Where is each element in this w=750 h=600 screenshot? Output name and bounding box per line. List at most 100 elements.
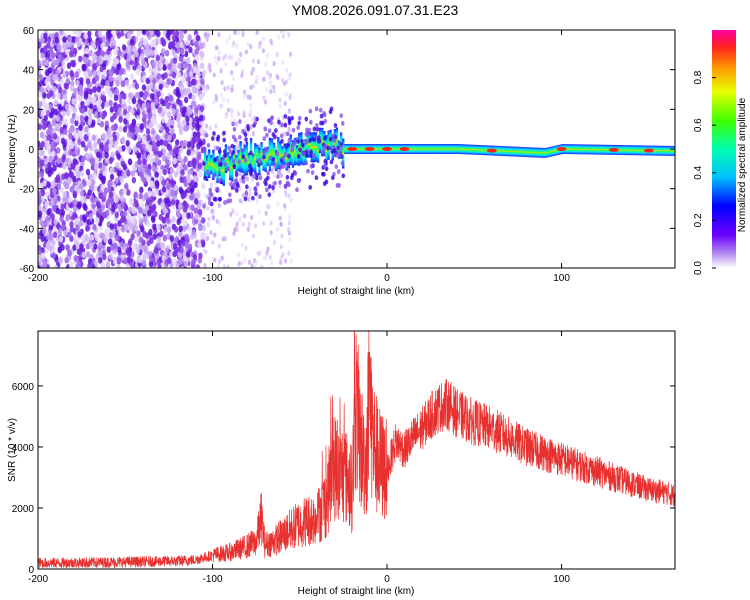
signal-cell [620,145,623,155]
noise-cell [127,97,132,105]
noise-cell [214,45,219,51]
noise-cell [226,107,231,113]
noise-cell [226,84,231,91]
noise-cell [182,119,187,126]
signal-cell [457,144,460,154]
noise-cell [161,154,167,162]
signal-halo-cell [264,177,268,183]
noise-cell [175,262,180,268]
noise-cell [66,62,72,69]
signal-cell [471,144,475,155]
noise-cell [137,256,143,264]
noise-cell [130,108,135,116]
noise-cell [75,164,80,171]
noise-cell [83,93,89,100]
noise-cell [116,153,121,160]
noise-cell [197,162,202,170]
noise-cell [186,141,192,148]
signal-halo-cell [252,174,257,179]
noise-cell [150,39,156,47]
noise-cell [72,205,78,213]
signal-cell [589,144,592,155]
noise-cell [47,162,52,169]
spectrogram-xlabel: Height of straight line (km) [298,286,415,297]
noise-cell [46,83,51,91]
noise-cell [216,263,221,268]
signal-cell [295,145,299,166]
signal-cell [553,145,556,156]
noise-cell [40,235,45,243]
noise-cell [148,255,153,262]
signal-halo-cell [308,184,312,190]
noise-cell [139,165,144,172]
signal-cell [272,142,276,166]
signal-cell [239,141,242,173]
noise-cell [136,109,141,116]
noise-cell [204,249,208,255]
noise-cell [211,239,215,246]
noise-cell [99,232,104,239]
signal-cell [580,144,584,155]
signal-halo-cell [296,139,300,144]
noise-cell [166,111,172,118]
noise-cell [63,118,69,126]
noise-cell [223,53,228,59]
noise-cell [183,96,189,104]
signal-halo-cell [217,196,222,202]
signal-halo-cell [290,115,294,121]
signal-cell [534,147,538,158]
noise-cell [106,31,112,39]
noise-cell [241,259,245,266]
signal-cell [312,132,316,163]
noise-cell [176,91,182,99]
noise-cell [278,103,282,109]
noise-cell [186,176,191,184]
signal-cell [582,144,586,155]
signal-cell [574,144,577,155]
signal-halo-cell [228,198,233,204]
noise-cell [74,71,79,78]
noise-cell [38,204,42,211]
noise-cell [126,169,131,177]
noise-cell [61,110,66,117]
noise-cell [134,82,140,90]
noise-cell [169,167,175,175]
noise-cell [212,232,217,238]
noise-cell [217,202,221,209]
noise-cell [188,108,193,116]
noise-cell [64,48,70,56]
noise-cell [261,36,266,42]
noise-cell [146,175,151,182]
signal-cell [547,147,550,158]
noise-cell [236,252,241,258]
noise-cell [175,41,180,49]
signal-cell [205,155,209,181]
noise-cell [251,233,255,239]
noise-cell [209,229,213,236]
noise-cell [197,224,203,232]
noise-cell [170,181,175,188]
noise-cell [121,44,127,51]
noise-cell [93,260,99,267]
signal-halo-cell [339,154,344,160]
noise-cell [135,246,141,254]
noise-cell [193,175,198,183]
noise-cell [39,159,45,166]
signal-cell [624,145,628,156]
signal-halo-cell [304,160,308,166]
noise-cell [87,117,92,125]
signal-halo-cell [264,181,268,187]
noise-cell [120,202,125,209]
noise-cell [170,119,176,127]
noise-cell [230,108,234,114]
signal-cell [528,147,531,158]
signal-cell [228,156,232,181]
noise-cell [87,258,93,265]
noise-cell [184,241,189,248]
noise-cell [185,115,190,123]
noise-cell [276,200,280,207]
noise-cell [42,228,47,235]
signal-cell [220,157,223,185]
noise-cell [121,97,126,105]
noise-cell [64,103,70,111]
